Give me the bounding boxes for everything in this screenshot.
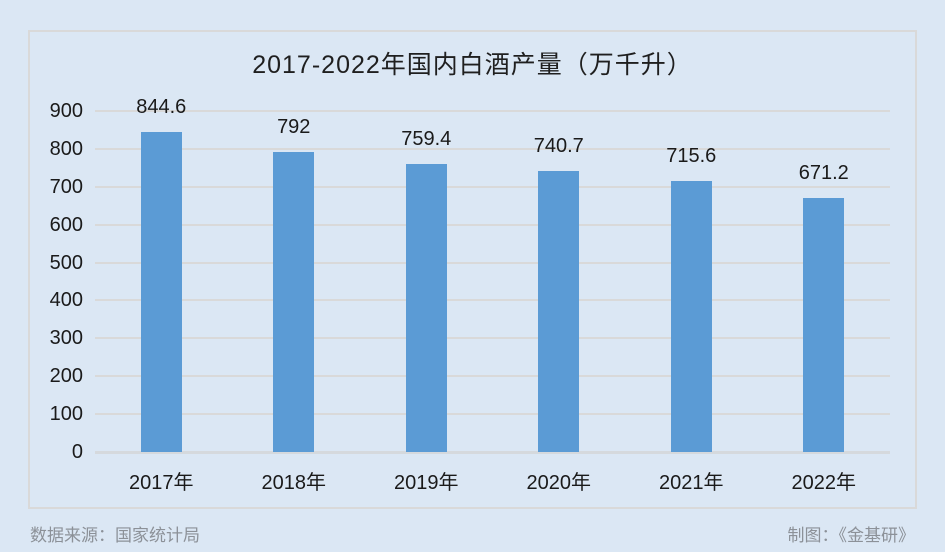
footer: 数据来源：国家统计局 制图：《金基研》: [30, 521, 915, 546]
gridline-700: [95, 185, 890, 188]
credit-label: 制图：《金基研》: [787, 526, 916, 545]
plot-area: 900 800 700 600 500 400 300 200 100 0 844.6 2017年 79…: [50, 96, 890, 494]
y-tick-label: 400: [49, 289, 83, 312]
data-source-label: 数据来源：国家统计局: [30, 526, 200, 545]
bar-value-label: 671.2: [798, 161, 849, 184]
gridline-200: [95, 375, 890, 378]
bar-2021年: [670, 180, 712, 452]
y-tick-label: 300: [49, 327, 83, 350]
x-tick-label: 2021年: [659, 472, 724, 494]
gridline-600: [95, 223, 890, 226]
bar-value-label: 792: [277, 115, 311, 138]
gridline-900: [95, 110, 890, 112]
x-tick-label: 2018年: [261, 472, 327, 494]
x-tick-label: 2020年: [526, 472, 592, 494]
bar-value-label: 759.4: [401, 128, 452, 151]
x-axis-line: [95, 451, 890, 454]
gridline-100: [95, 413, 890, 416]
y-tick-label: 700: [49, 175, 83, 198]
bar-2020年: [538, 171, 580, 452]
chart-title: 2017-2022年国内白酒产量（万千升）: [252, 51, 693, 79]
y-tick-label: 600: [49, 213, 83, 236]
bar-2019年: [405, 164, 447, 452]
bar-value-label: 715.6: [666, 144, 717, 167]
bar-2018年: [273, 151, 315, 452]
gridline-500: [95, 261, 890, 264]
gridline-800: [95, 147, 890, 150]
bar-value-label: 844.6: [136, 96, 187, 118]
y-tick-label: 500: [49, 251, 83, 274]
bar-value-label: 740.7: [533, 135, 584, 158]
gridline-300: [95, 337, 890, 340]
y-tick-label: 200: [49, 365, 83, 388]
y-tick-label: 100: [49, 403, 83, 426]
chart-frame: 2017-2022年国内白酒产量（万千升） 900 800 700 600 500 400…: [28, 30, 917, 509]
x-tick-label: 2019年: [394, 472, 459, 494]
x-tick-label: 2017年: [129, 472, 194, 494]
bar-2017年: [140, 132, 182, 452]
y-tick-label: 800: [49, 137, 83, 160]
y-tick-label: 900: [49, 100, 83, 122]
bar-2022年: [803, 197, 845, 452]
x-tick-label: 2022年: [791, 472, 857, 494]
y-tick-label: 0: [71, 441, 83, 463]
gridline-400: [95, 299, 890, 302]
